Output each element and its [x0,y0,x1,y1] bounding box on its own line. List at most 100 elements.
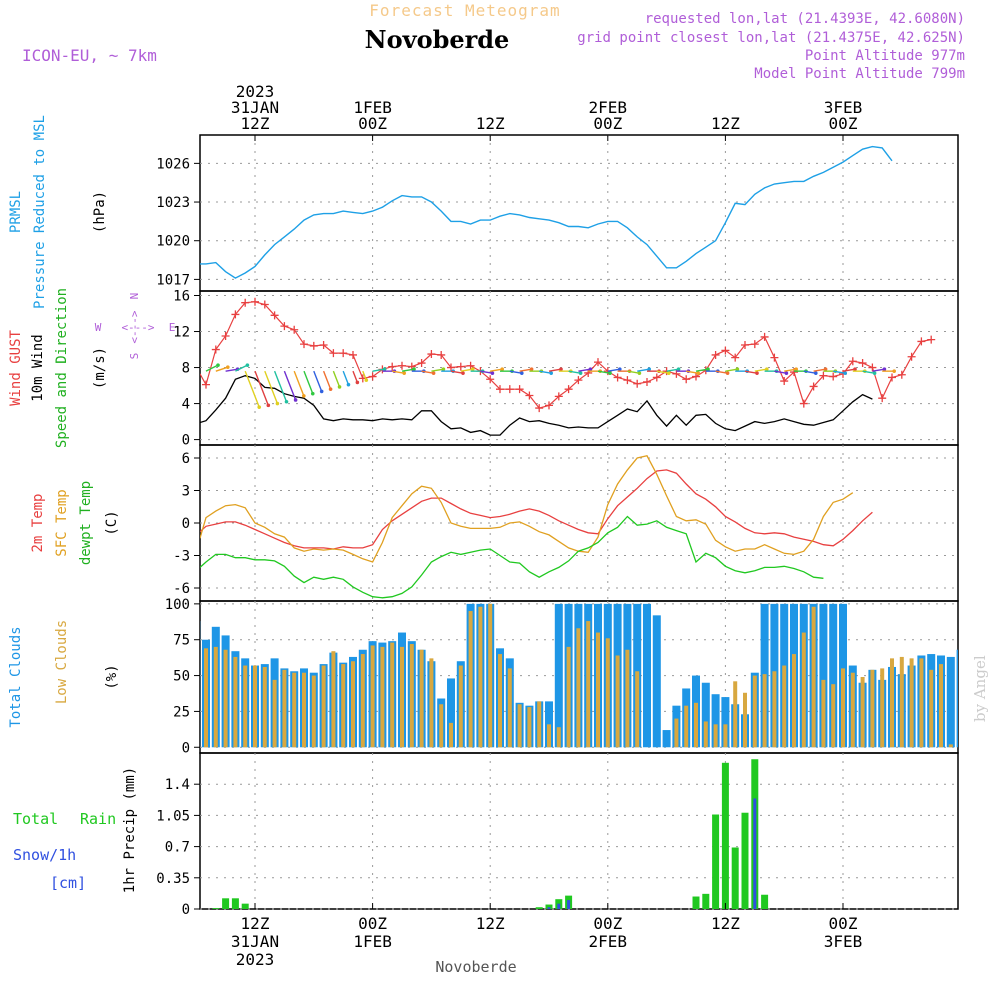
header: Forecast Meteogram Novoberde ICON-EU, ~ … [22,1,965,82]
wind-arrow-head [364,378,369,382]
snow-bar [547,907,551,909]
time-label-top: 00Z [829,114,858,133]
panel-2: 0 4 8 12 16 Wind GUST 10m Wind Speed and Direct… [8,288,959,449]
gust-marker [731,353,740,362]
dewpt-line [200,515,824,599]
wind-arrow-head [843,371,847,375]
wind-arrow [480,370,493,374]
gust-side-label: Wind GUST [8,330,24,406]
wind-arrow [509,370,522,374]
wind-arrow [322,370,332,390]
low-cloud-bar [429,658,434,748]
low-cloud-bar [468,611,473,748]
wind-arrow [695,368,709,372]
low-cloud-bar [860,677,865,748]
low-cloud-bar [674,718,679,748]
pressure-unit-label: (hPa) [92,191,108,233]
gust-marker [711,350,720,359]
low-cloud-bar [331,651,336,748]
panels: 1017 1020 1023 1026 PRMSL Pressure Reduced to… [8,82,959,969]
gust-marker [927,335,936,344]
gust-marker [260,300,269,309]
low-cloud-bar [752,675,757,748]
wind-arrow [254,370,269,406]
panel-4: 0 25 50 75 100 Total Clouds Low Clouds (%) [8,597,959,756]
rain-bar [231,898,239,909]
y-tick-label: 1023 [156,195,190,211]
pressure-side-label-2: Pressure Reduced to MSL [32,115,48,309]
low-cloud-bar [351,661,355,748]
time-label-bottom: 2FEB [589,932,628,951]
low-cloud-bar [262,666,267,748]
compass-east: E [169,321,176,334]
gust-marker [554,392,563,401]
gust-marker [437,350,446,359]
low-cloud-bar [596,632,600,748]
snow-bar [753,798,757,909]
gust-marker [447,363,455,372]
wind-arrow [666,368,679,372]
wind-arrow [372,368,385,372]
low-cloud-bar [948,744,953,748]
wind-arrow-head [500,367,505,371]
wind-arrow [754,368,767,372]
rain-bar [535,907,543,909]
rain-bar [222,898,230,909]
low-cloud-bar [370,645,375,748]
wind-arrow-head [337,385,342,389]
gust-marker [270,311,279,320]
wind-arrow-head [725,371,730,375]
low-cloud-bar [576,628,581,748]
gust-marker [692,372,700,381]
wind-arrow-head [529,367,534,371]
total-cloud-side-label: Total Clouds [8,626,24,727]
low-cloud-bar [556,727,561,748]
gust-marker [505,385,514,394]
wind-arrow [303,370,314,394]
gust-marker [231,310,240,319]
gust-marker [829,372,838,381]
time-label-bottom: 31JAN [231,932,279,951]
wind-arrow-head [302,394,306,398]
low-cloud-bar [605,638,610,748]
wind-arrow-head [293,398,298,402]
gust-marker [515,385,524,394]
gust-marker [897,370,906,379]
pressure-side-label-1: PRMSL [8,191,24,233]
time-label-bottom: 12Z [476,914,505,933]
wind-arrow [862,370,875,374]
gust-marker [368,372,377,381]
low-cloud-bar [723,724,728,748]
cloud-unit-label: (%) [104,664,120,689]
low-cloud-bar [517,704,522,748]
y-tick-label: 0 [182,516,190,532]
precip-rain-label: Rain [80,810,116,828]
wind-arrow [627,370,640,374]
low-cloud-bar [733,681,738,748]
precip-bars [212,759,769,909]
wind-arrow [519,368,532,372]
wind-arrow [401,368,415,372]
low-cloud-bar [213,646,218,748]
time-label-bottom: 3FEB [824,932,863,951]
compass-west: W [95,321,102,334]
wind-arrow-head [755,371,759,375]
low-cloud-bar [527,707,532,748]
low-cloud-bar [537,701,542,748]
wind-arrow-head [310,391,315,396]
y-tick-label: -6 [173,581,190,597]
wind-arrow-head [647,367,651,371]
gust-marker [721,346,730,355]
wind-arrow [813,368,826,372]
low-cloud-bar [282,669,287,748]
rain-bar [712,814,720,909]
time-label-top: 12Z [711,114,740,133]
time-label-bottom: 1FEB [353,932,392,951]
panel-1: 1017 1020 1023 1026 PRMSL Pressure Reduced to… [8,115,959,309]
direction-side-label: Speed and Direction [54,288,70,448]
time-label-top: 31JAN [231,98,279,117]
low-cloud-bar [801,632,806,748]
wind-arrow [744,370,758,374]
total-cloud-bar [829,603,838,748]
